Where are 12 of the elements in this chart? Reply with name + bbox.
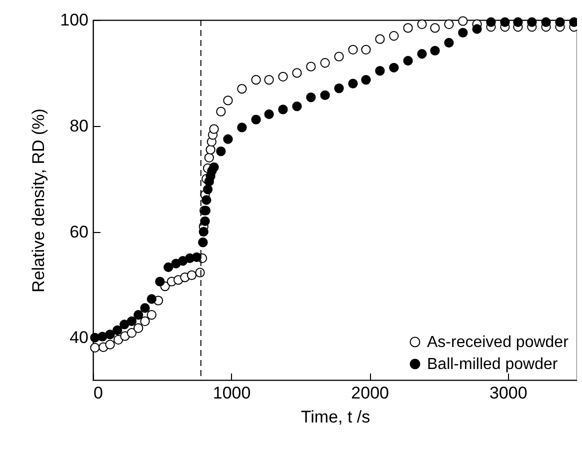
x-axis-title: Time, t /s bbox=[300, 408, 370, 426]
x-tick-label: 2000 bbox=[351, 384, 389, 402]
y-tick-label: 100 bbox=[60, 10, 88, 30]
y-tick-label: 60 bbox=[70, 222, 88, 242]
y-tick-label: 80 bbox=[70, 116, 88, 136]
x-tick-label: 1000 bbox=[212, 384, 251, 402]
y-axis-title: Relative density, RD (%) bbox=[29, 108, 48, 292]
x-tick-label: 0 bbox=[94, 384, 103, 402]
legend-label: Ball-milled powder bbox=[427, 356, 558, 373]
y-tick-label: 40 bbox=[70, 328, 88, 348]
x-tick-label: 3000 bbox=[489, 384, 528, 402]
legend-label: As-received powder bbox=[427, 334, 570, 351]
